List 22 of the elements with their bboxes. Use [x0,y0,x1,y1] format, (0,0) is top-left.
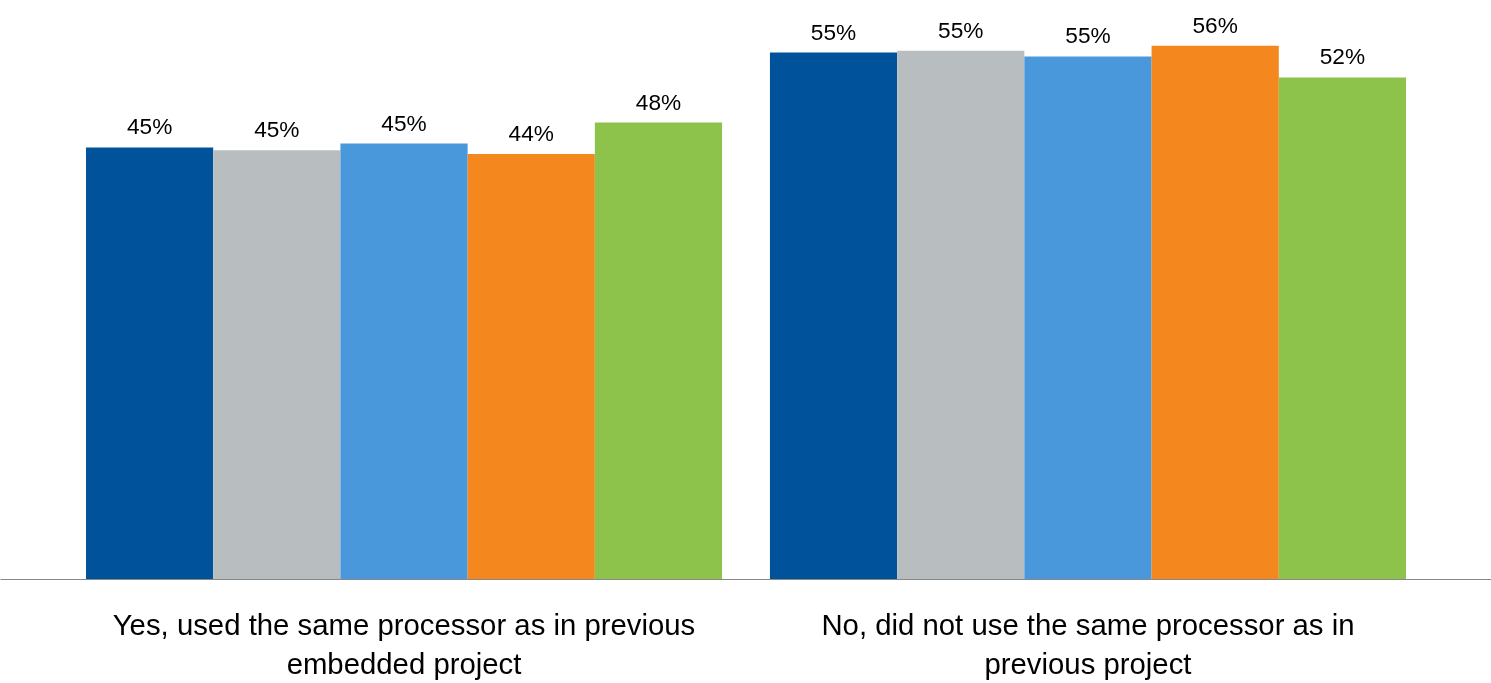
bar [1024,56,1152,580]
data-label: 45% [381,109,427,136]
bar [594,122,723,580]
data-label: 55% [938,16,984,43]
data-label: 45% [254,116,300,143]
data-label: 52% [1319,43,1366,70]
data-label: 45% [126,113,173,140]
bar [1151,45,1279,580]
bar [340,143,468,580]
data-label: 48% [635,88,682,115]
bar [769,52,898,580]
data-label: 55% [810,18,857,45]
bar [213,150,341,580]
data-label: 56% [1192,11,1238,38]
data-label: 44% [508,120,554,147]
bar [467,154,595,580]
bar [897,50,1025,580]
data-label: 55% [1065,22,1111,49]
x-tick-label: Yes, used the same processor as in previous embedded project [112,607,696,681]
bar [85,147,214,580]
x-tick-label: No, did not use the same processor as in previous project [821,607,1355,681]
bar [1278,77,1407,580]
